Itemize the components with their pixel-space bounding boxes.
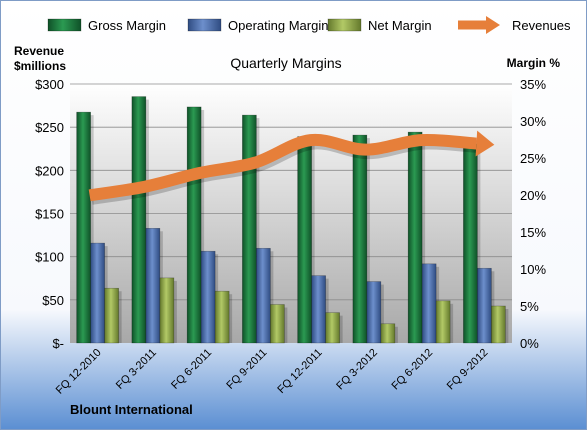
left-tick-label: $300 [35, 77, 64, 92]
bar-gross-margin [76, 111, 91, 344]
legend-swatch [187, 18, 222, 32]
legend-item-revenues: Revenues [458, 16, 571, 34]
bar-operating-margin [477, 267, 492, 344]
bar-gross-margin [407, 131, 423, 344]
left-axis-title: Revenue $millions [14, 44, 66, 73]
legend-label: Revenues [512, 18, 571, 33]
footer-company-name: Blount International [70, 402, 193, 417]
bar-operating-margin [145, 228, 161, 344]
revenue-line [88, 133, 477, 202]
bar-gross-margin [463, 143, 478, 344]
legend-item-net-margin: Net Margin [327, 18, 432, 33]
right-tick-label: 10% [520, 262, 546, 277]
legend-swatch-arrowhead [486, 16, 500, 34]
right-tick-label: 0% [520, 336, 539, 351]
bar-operating-margin [200, 250, 216, 344]
left-tick-label: $200 [35, 163, 64, 178]
revenue-arrowhead [475, 130, 495, 157]
left-tick-label: $50 [42, 293, 64, 308]
legend-swatch [327, 18, 362, 32]
legend-item-operating-margin: Operating Margin [187, 18, 328, 33]
bar-net-margin [104, 287, 119, 344]
bar-net-margin [270, 304, 285, 344]
bar-gross-margin [131, 96, 147, 344]
legend-swatch [47, 18, 82, 32]
chart-title: Quarterly Margins [230, 55, 341, 71]
right-tick-label: 30% [520, 114, 546, 129]
left-tick-label: $150 [35, 207, 64, 222]
legend-label: Operating Margin [228, 18, 328, 33]
bar-operating-margin [90, 242, 105, 344]
legend: Gross Margin Operating Margin Net Margin Re… [47, 16, 571, 34]
bar-gross-margin [186, 106, 202, 344]
right-tick-label: 5% [520, 299, 539, 314]
left-axis-ticks: $- $50 $100 $150 $200 $250 $300 [35, 77, 64, 351]
bar-net-margin [491, 305, 506, 344]
right-tick-label: 20% [520, 188, 546, 203]
bar-operating-margin [311, 275, 326, 344]
right-tick-label: 25% [520, 151, 546, 166]
bar-operating-margin [421, 263, 437, 344]
bar-operating-margin [366, 281, 382, 344]
bar-net-margin [325, 312, 340, 344]
bar-operating-margin [256, 247, 271, 344]
bar-gross-margin [352, 134, 368, 344]
bar-net-margin [159, 277, 175, 344]
right-tick-label: 15% [520, 225, 546, 240]
right-axis-ticks: 0% 5% 10% 15% 20% 25% 30% 35% [520, 77, 546, 351]
right-tick-label: 35% [520, 77, 546, 92]
legend-label: Gross Margin [88, 18, 166, 33]
right-axis-title: Margin % [507, 56, 561, 70]
revenue-line-layer [88, 130, 495, 205]
bar-gross-margin [297, 136, 312, 344]
bar-net-margin [435, 300, 451, 344]
left-tick-label: $- [52, 336, 64, 351]
left-tick-label: $250 [35, 120, 64, 135]
bar-gross-margin [242, 114, 257, 344]
legend-label: Net Margin [368, 18, 432, 33]
bar-net-margin [380, 323, 396, 344]
legend-item-gross-margin: Gross Margin [47, 18, 166, 33]
bars [76, 96, 509, 344]
left-tick-label: $100 [35, 250, 64, 265]
bar-net-margin [214, 290, 230, 344]
